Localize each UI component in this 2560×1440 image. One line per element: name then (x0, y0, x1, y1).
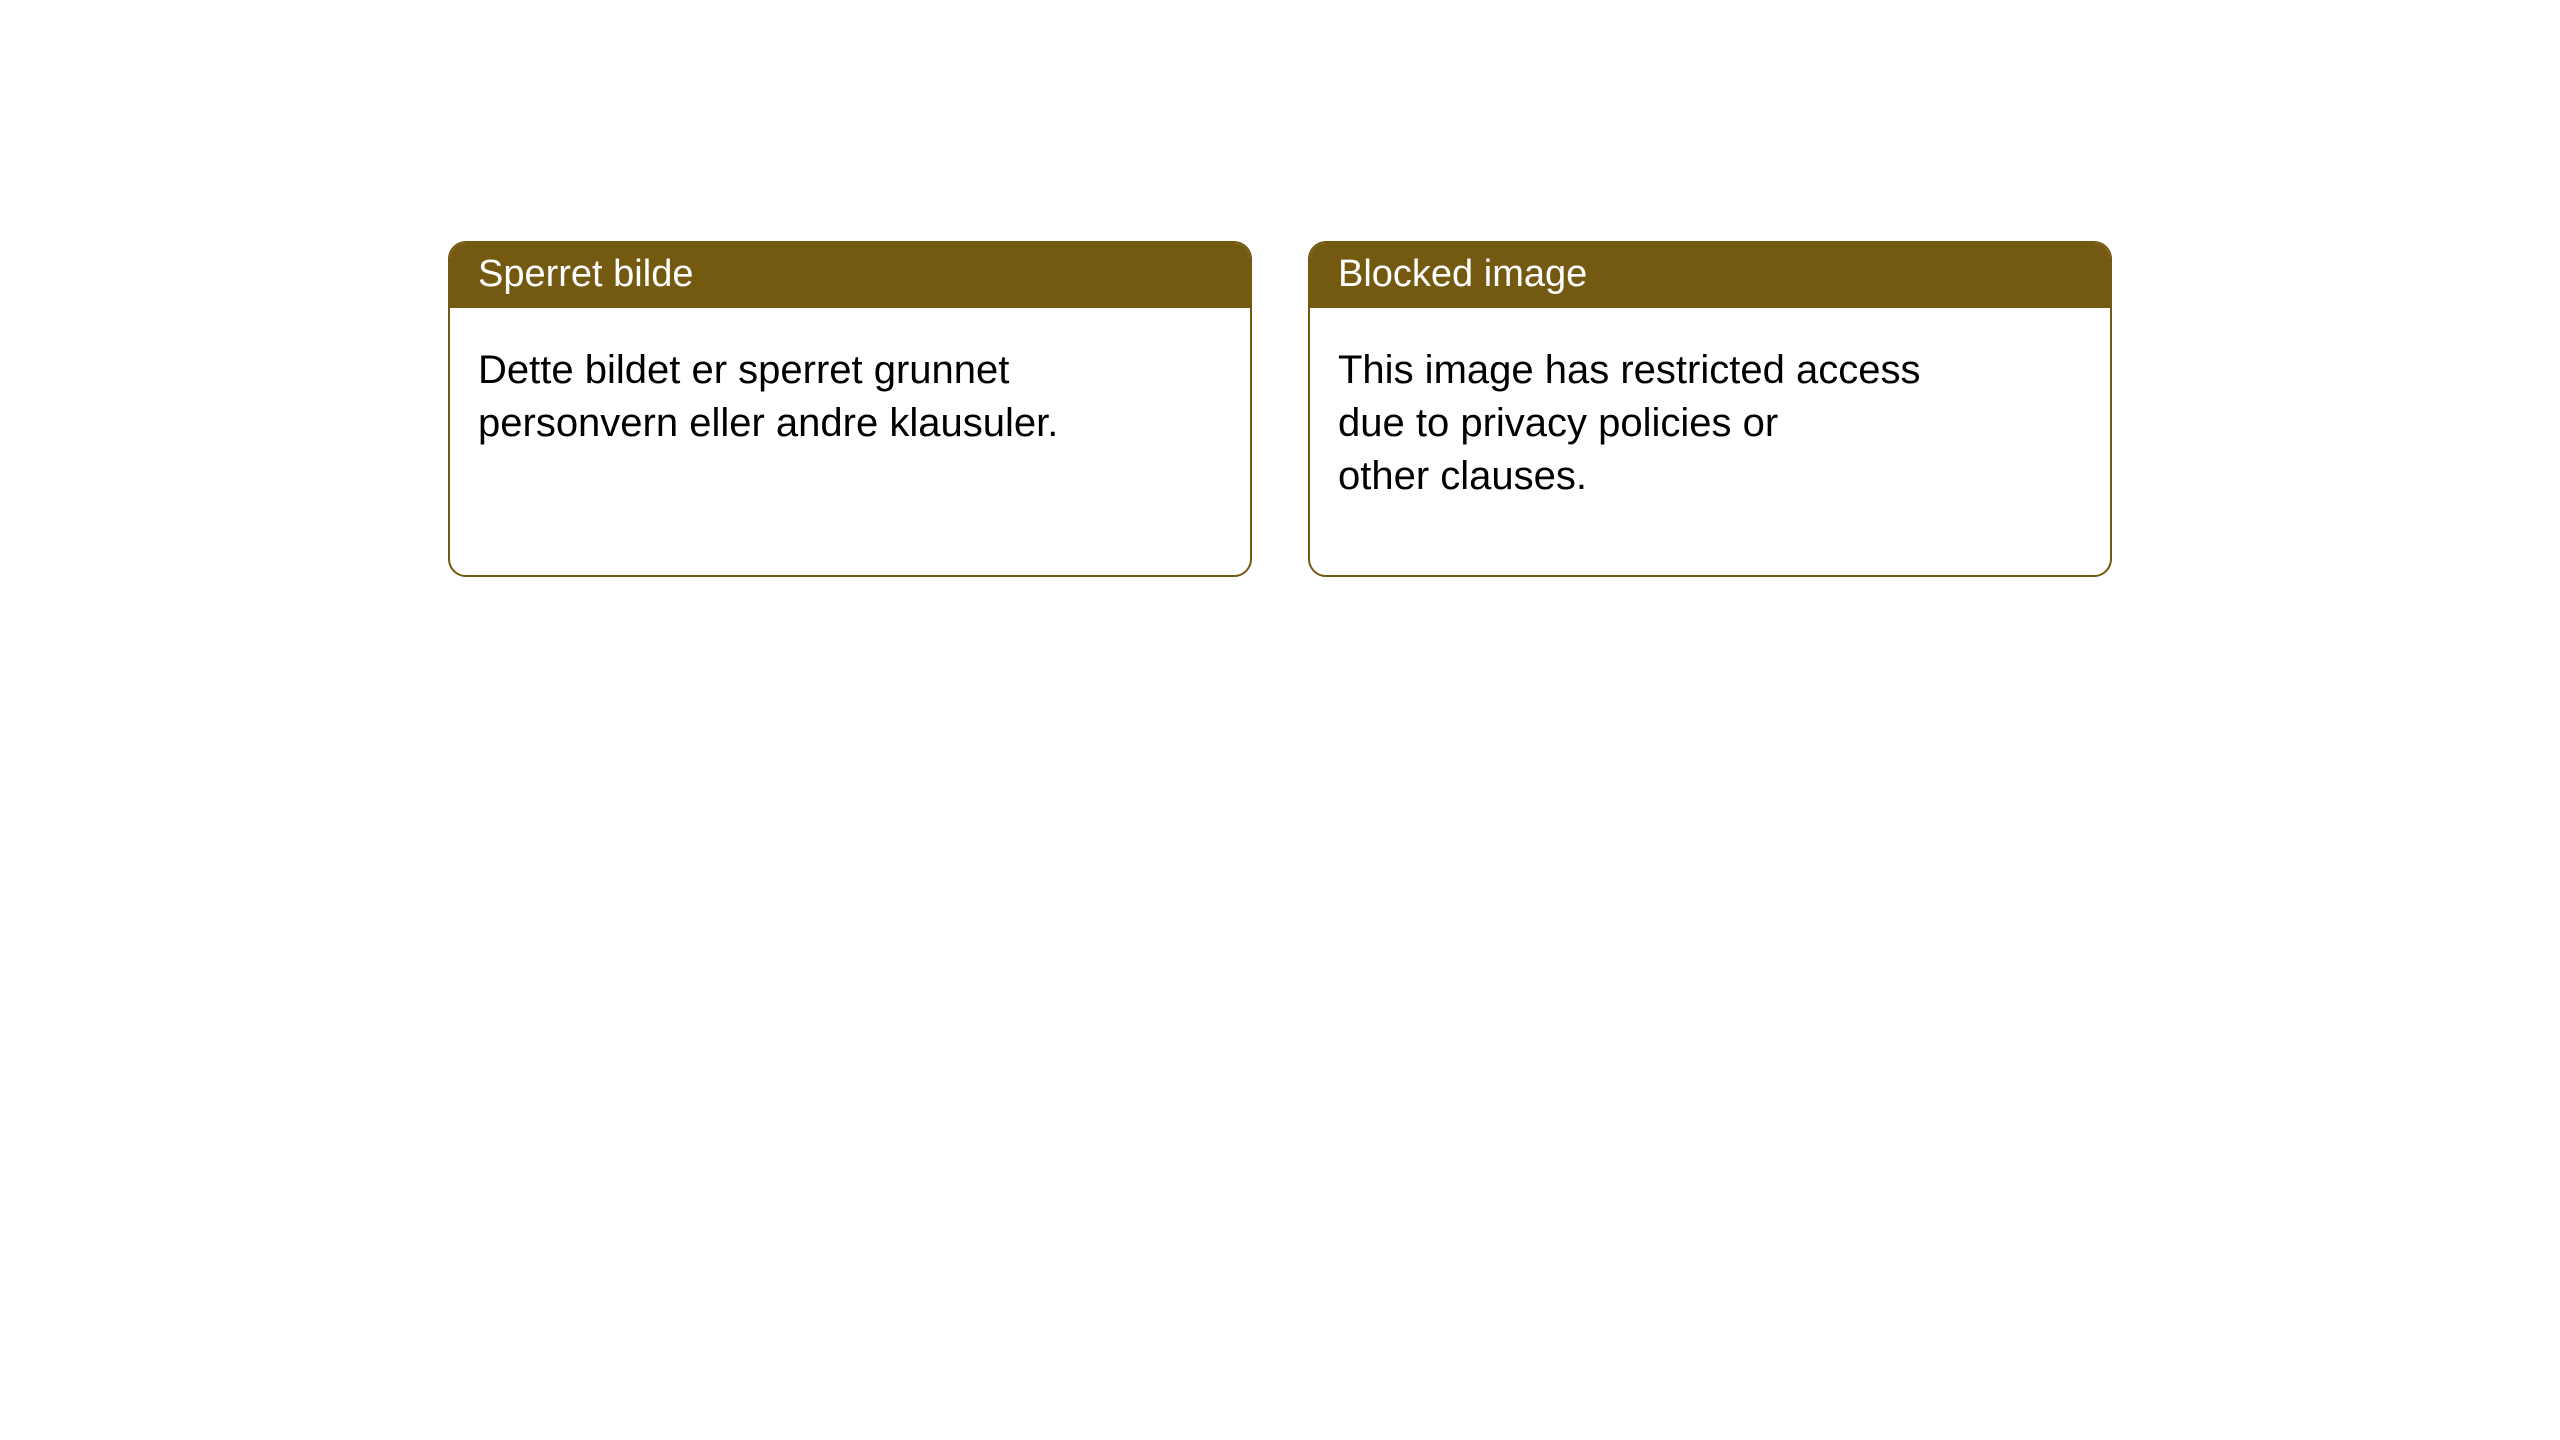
card-body-no: Dette bildet er sperret grunnet personve… (450, 308, 1250, 478)
cards-row: Sperret bilde Dette bildet er sperret gr… (448, 241, 2112, 577)
card-title-en: Blocked image (1338, 253, 1587, 295)
card-body-text-no: Dette bildet er sperret grunnet personve… (478, 344, 1222, 450)
card-header-no: Sperret bilde (450, 243, 1250, 308)
card-body-en: This image has restricted access due to … (1310, 308, 2110, 530)
card-header-en: Blocked image (1310, 243, 2110, 308)
page-canvas: Sperret bilde Dette bildet er sperret gr… (0, 0, 2560, 1440)
card-body-text-en: This image has restricted access due to … (1338, 344, 2082, 502)
blocked-image-card-no: Sperret bilde Dette bildet er sperret gr… (448, 241, 1252, 577)
card-title-no: Sperret bilde (478, 253, 693, 295)
blocked-image-card-en: Blocked image This image has restricted … (1308, 241, 2112, 577)
